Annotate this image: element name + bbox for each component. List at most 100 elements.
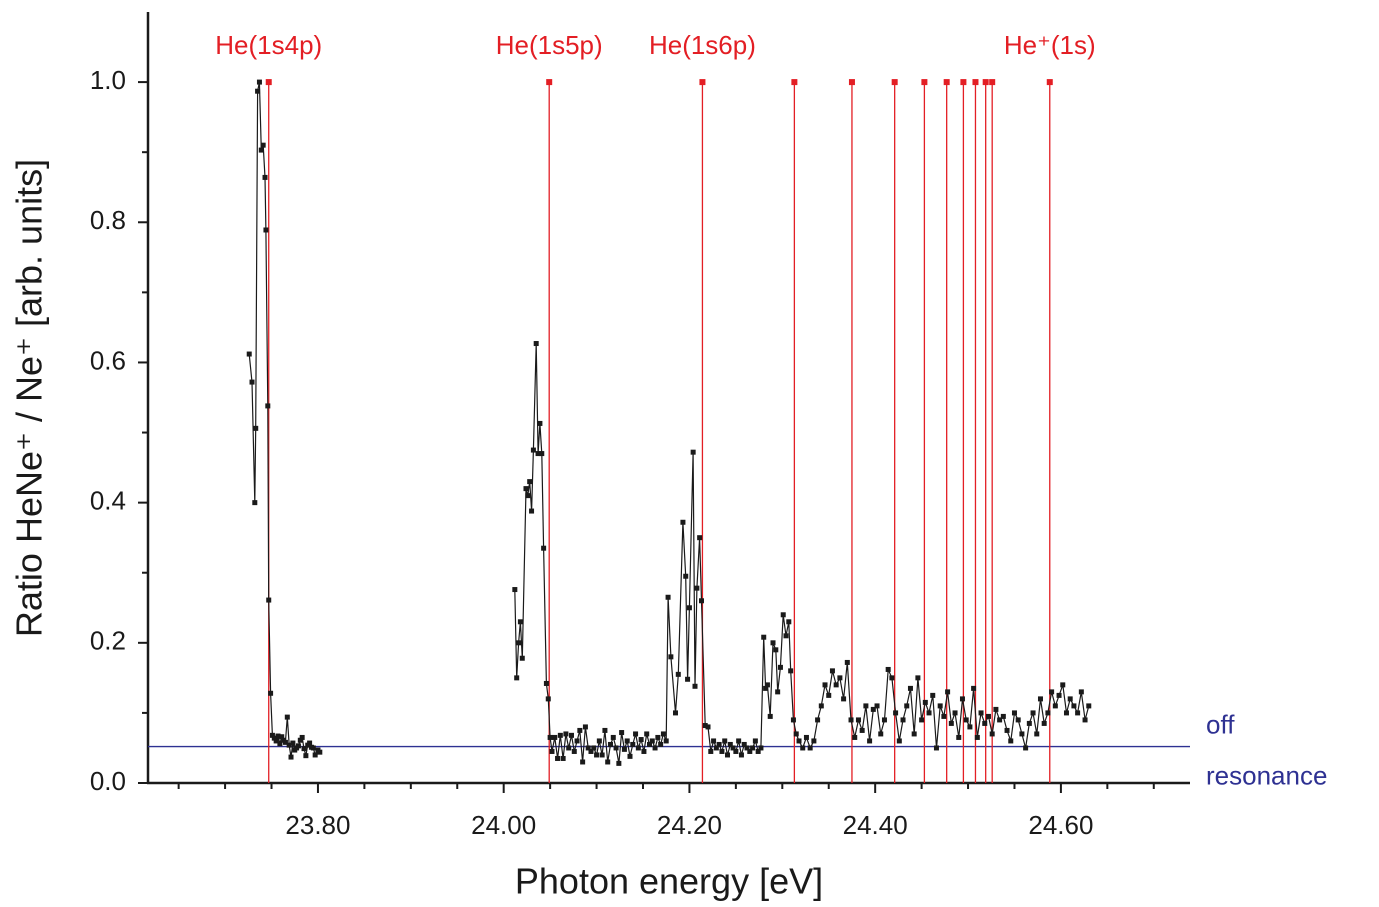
data-point [246, 351, 252, 357]
data-point [915, 675, 921, 681]
y-tick-label: 1.0 [90, 65, 126, 95]
x-axis-title: Photon energy [eV] [515, 861, 823, 902]
data-point [582, 724, 588, 730]
data-point [591, 745, 597, 751]
data-point [733, 748, 739, 754]
data-point [265, 403, 271, 409]
x-tick-label: 24.20 [657, 810, 722, 840]
data-point [680, 519, 686, 525]
resonance-marker [265, 79, 272, 86]
data-point [658, 741, 664, 747]
x-tick-label: 24.40 [843, 810, 908, 840]
data-point [516, 640, 522, 646]
data-point [317, 749, 323, 755]
data-point [252, 500, 258, 506]
data-point [299, 734, 305, 740]
data-point [594, 752, 600, 758]
data-point [566, 745, 572, 751]
y-tick-label: 0.6 [90, 345, 126, 375]
data-point [1086, 703, 1092, 709]
data-point [826, 692, 832, 698]
data-point [1045, 710, 1051, 716]
data-point [699, 598, 705, 604]
data-point [874, 703, 880, 709]
data-point [974, 734, 980, 740]
data-point [655, 734, 661, 740]
data-point [527, 479, 533, 485]
data-point [275, 733, 281, 739]
data-point [260, 142, 266, 148]
data-point [1052, 703, 1058, 709]
data-point [907, 685, 913, 691]
data-point [552, 734, 558, 740]
data-point [922, 699, 928, 705]
data-point [755, 748, 761, 754]
data-point [1060, 682, 1066, 688]
data-point [844, 659, 850, 665]
data-point [295, 743, 301, 749]
data-point [1030, 710, 1036, 716]
data-point [985, 713, 991, 719]
data-point [585, 745, 591, 751]
data-point [1071, 703, 1077, 709]
data-point [744, 745, 750, 751]
data-point [711, 738, 717, 744]
y-tick-label: 0.4 [90, 486, 126, 516]
data-point [596, 738, 602, 744]
data-point [1034, 731, 1040, 737]
data-point [937, 703, 943, 709]
data-point [788, 668, 794, 674]
data-point [613, 745, 619, 751]
data-point [638, 737, 644, 743]
data-point [870, 706, 876, 712]
data-point [1075, 710, 1081, 716]
data-point [627, 753, 633, 759]
data-point [811, 738, 817, 744]
data-point [555, 755, 561, 761]
x-tick-label: 24.00 [471, 810, 536, 840]
data-point [1026, 720, 1032, 726]
data-point [713, 745, 719, 751]
data-point [702, 723, 708, 729]
data-point [758, 745, 764, 751]
data-point [716, 741, 722, 747]
data-point [574, 738, 580, 744]
data-point [268, 690, 274, 696]
data-point [725, 752, 731, 758]
data-point [1063, 710, 1069, 716]
data-point [641, 748, 647, 754]
data-point [523, 486, 529, 492]
data-point [282, 739, 288, 745]
resonance-marker [989, 79, 996, 86]
data-point [904, 703, 910, 709]
data-point [271, 735, 277, 741]
resonance-marker [1046, 79, 1053, 86]
data-point [301, 746, 307, 752]
data-point [878, 731, 884, 737]
resonance-marker [972, 79, 979, 86]
data-point [818, 703, 824, 709]
data-point [690, 449, 696, 455]
y-tick-label: 0.8 [90, 205, 126, 235]
data-point [646, 741, 652, 747]
data-point [736, 738, 742, 744]
data-point [945, 689, 951, 695]
data-point [547, 734, 553, 740]
resonance-label: He(1s5p) [496, 30, 603, 60]
y-tick-label: 0.2 [90, 626, 126, 656]
data-point [730, 745, 736, 751]
data-point [767, 713, 773, 719]
data-point [683, 573, 689, 579]
data-point [621, 746, 627, 752]
data-point [557, 732, 563, 738]
data-point [256, 79, 262, 85]
data-point [543, 680, 549, 686]
data-point [786, 619, 792, 625]
resonance-marker [848, 79, 855, 86]
data-point [790, 717, 796, 723]
data-point [963, 717, 969, 723]
data-point [796, 738, 802, 744]
data-point [262, 174, 268, 180]
data-point [967, 724, 973, 730]
